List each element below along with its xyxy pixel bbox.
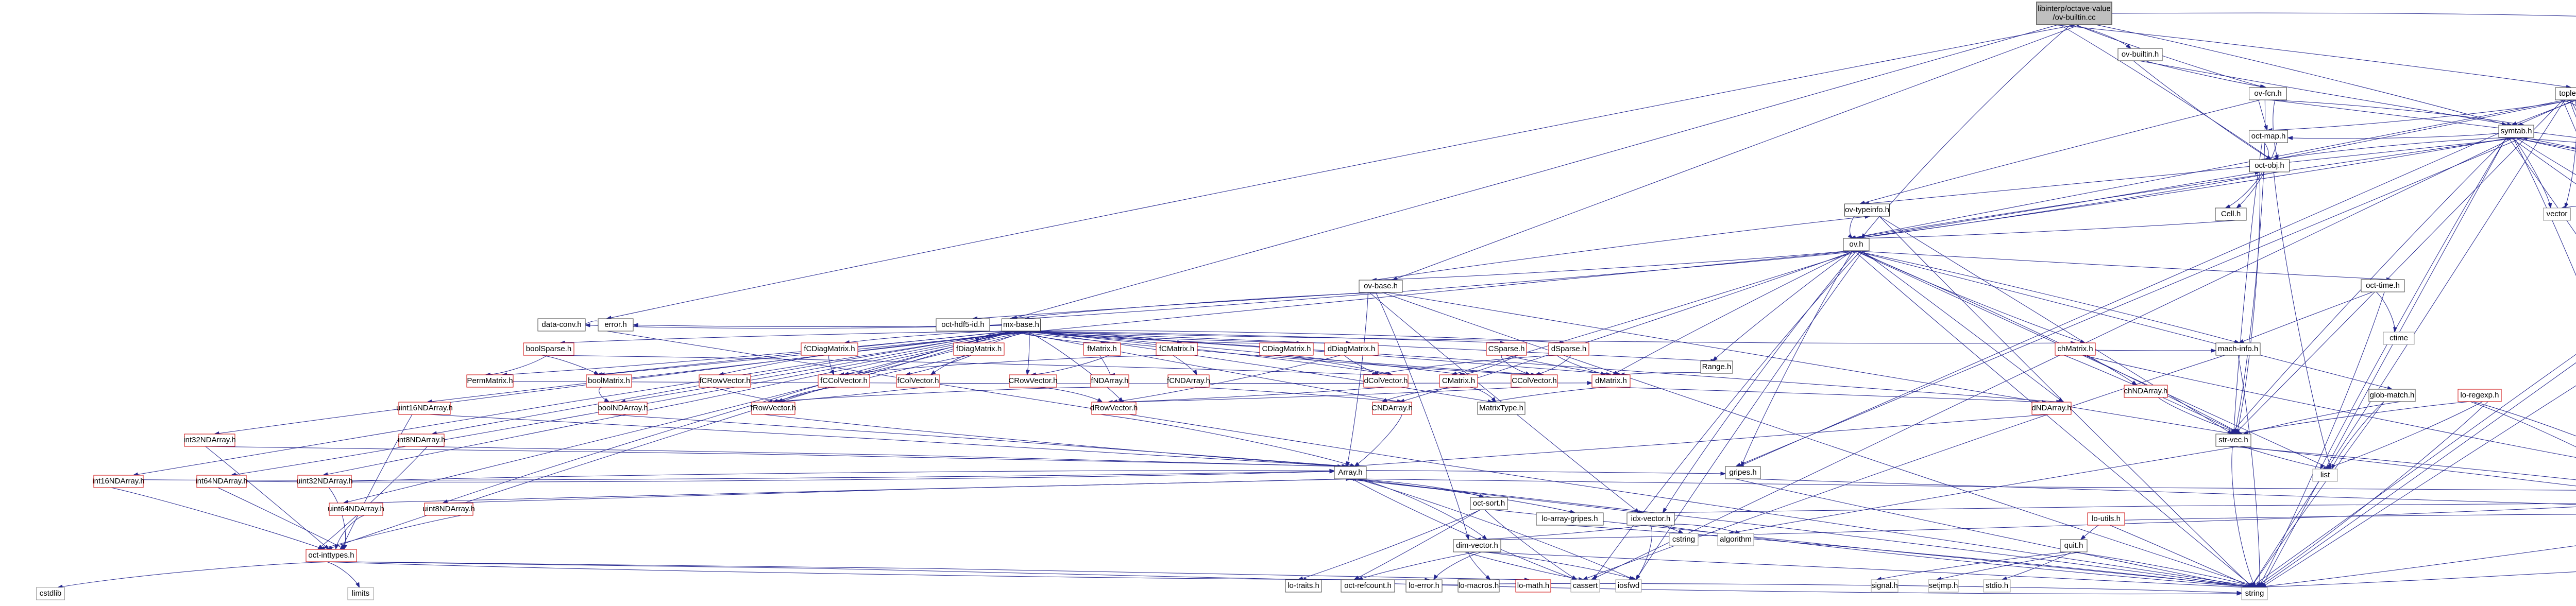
svg-text:cstring: cstring (1672, 535, 1695, 544)
svg-text:dColVector.h: dColVector.h (1364, 376, 1408, 385)
svg-text:oct-inttypes.h: oct-inttypes.h (308, 551, 354, 560)
svg-text:uint32NDArray.h: uint32NDArray.h (296, 477, 353, 486)
svg-text:uint64NDArray.h: uint64NDArray.h (328, 505, 384, 513)
svg-text:fCNDArray.h: fCNDArray.h (1167, 376, 1210, 385)
svg-text:/ov-builtin.cc: /ov-builtin.cc (2053, 13, 2096, 22)
svg-text:ov-typeinfo.h: ov-typeinfo.h (1845, 205, 1889, 214)
svg-text:gripes.h: gripes.h (1729, 468, 1756, 477)
svg-text:fNDArray.h: fNDArray.h (1091, 376, 1128, 385)
svg-text:dMatrix.h: dMatrix.h (1595, 376, 1627, 385)
svg-text:signal.h: signal.h (1871, 581, 1898, 590)
svg-text:Range.h: Range.h (1702, 362, 1732, 371)
svg-text:boolSparse.h: boolSparse.h (526, 344, 571, 353)
svg-text:CMatrix.h: CMatrix.h (1442, 376, 1475, 385)
svg-text:iosfwd: iosfwd (1618, 581, 1640, 590)
svg-text:fCColVector.h: fCColVector.h (820, 376, 868, 385)
svg-text:oct-time.h: oct-time.h (2366, 281, 2400, 290)
svg-text:fRowVector.h: fRowVector.h (751, 404, 796, 412)
svg-text:Array.h: Array.h (1338, 468, 1362, 477)
svg-text:str-vec.h: str-vec.h (2218, 436, 2248, 444)
svg-text:toplev.h: toplev.h (2559, 89, 2576, 98)
svg-text:algorithm: algorithm (1720, 535, 1752, 544)
svg-text:MatrixType.h: MatrixType.h (1479, 404, 1523, 412)
svg-text:fCDiagMatrix.h: fCDiagMatrix.h (804, 344, 855, 353)
svg-text:fCMatrix.h: fCMatrix.h (1159, 344, 1194, 353)
svg-text:lo-error.h: lo-error.h (1409, 581, 1439, 590)
svg-text:uint8NDArray.h: uint8NDArray.h (422, 505, 474, 513)
svg-text:dRowVector.h: dRowVector.h (1090, 404, 1138, 412)
svg-text:boolNDArray.h: boolNDArray.h (598, 404, 648, 412)
svg-text:ov-fcn.h: ov-fcn.h (2254, 89, 2281, 98)
svg-text:uint16NDArray.h: uint16NDArray.h (396, 404, 453, 412)
svg-text:int64NDArray.h: int64NDArray.h (195, 477, 247, 486)
svg-text:list: list (2320, 471, 2330, 479)
svg-text:idx-vector.h: idx-vector.h (1631, 514, 1671, 523)
svg-text:symtab.h: symtab.h (2501, 127, 2532, 135)
svg-text:oct-hdf5-id.h: oct-hdf5-id.h (941, 320, 984, 329)
svg-text:CColVector.h: CColVector.h (1512, 376, 1557, 385)
svg-text:cassert: cassert (1573, 581, 1598, 590)
svg-text:ov-builtin.h: ov-builtin.h (2122, 50, 2159, 59)
svg-text:fMatrix.h: fMatrix.h (1087, 344, 1117, 353)
svg-text:oct-obj.h: oct-obj.h (2255, 161, 2284, 170)
svg-text:lo-traits.h: lo-traits.h (1287, 581, 1319, 590)
svg-text:mach-info.h: mach-info.h (2218, 344, 2258, 353)
svg-text:cstdlib: cstdlib (40, 589, 62, 598)
svg-text:chNDArray.h: chNDArray.h (2124, 387, 2168, 395)
svg-text:CSparse.h: CSparse.h (1488, 344, 1525, 353)
svg-text:chMatrix.h: chMatrix.h (2057, 344, 2093, 353)
svg-text:int8NDArray.h: int8NDArray.h (397, 436, 445, 444)
svg-text:fColVector.h: fColVector.h (897, 376, 939, 385)
svg-text:int16NDArray.h: int16NDArray.h (92, 477, 144, 486)
svg-text:string: string (2245, 589, 2264, 598)
svg-text:Cell.h: Cell.h (2221, 210, 2241, 218)
svg-text:data-conv.h: data-conv.h (541, 320, 581, 329)
svg-text:libinterp/octave-value: libinterp/octave-value (2038, 4, 2111, 13)
svg-text:oct-map.h: oct-map.h (2251, 132, 2286, 141)
svg-text:mx-base.h: mx-base.h (1003, 320, 1039, 329)
svg-text:quit.h: quit.h (2064, 541, 2083, 550)
svg-text:dim-vector.h: dim-vector.h (1456, 541, 1498, 550)
svg-text:ov.h: ov.h (1849, 240, 1863, 249)
svg-text:ov-base.h: ov-base.h (1364, 282, 1398, 290)
svg-text:stdio.h: stdio.h (1986, 581, 2008, 590)
svg-text:error.h: error.h (604, 320, 626, 329)
svg-text:boolMatrix.h: boolMatrix.h (588, 376, 630, 385)
svg-text:CNDArray.h: CNDArray.h (1371, 404, 1413, 412)
svg-text:ctime: ctime (2389, 334, 2408, 342)
svg-text:dDiagMatrix.h: dDiagMatrix.h (1328, 344, 1376, 353)
svg-text:vector: vector (2547, 210, 2568, 218)
svg-text:oct-refcount.h: oct-refcount.h (1344, 581, 1392, 590)
svg-text:lo-macros.h: lo-macros.h (1459, 581, 1499, 590)
svg-text:CRowVector.h: CRowVector.h (1008, 376, 1057, 385)
svg-text:oct-sort.h: oct-sort.h (1473, 499, 1505, 508)
svg-text:limits: limits (352, 589, 369, 598)
svg-text:CDiagMatrix.h: CDiagMatrix.h (1262, 344, 1311, 353)
svg-text:fDiagMatrix.h: fDiagMatrix.h (956, 344, 1002, 353)
svg-text:glob-match.h: glob-match.h (2370, 391, 2415, 400)
svg-text:lo-utils.h: lo-utils.h (2092, 514, 2121, 523)
svg-text:dSparse.h: dSparse.h (1551, 344, 1586, 353)
svg-text:lo-regexp.h: lo-regexp.h (2460, 391, 2499, 400)
svg-text:setjmp.h: setjmp.h (1929, 581, 1958, 590)
svg-text:dNDArray.h: dNDArray.h (2031, 404, 2071, 412)
svg-text:lo-array-gripes.h: lo-array-gripes.h (1541, 514, 1598, 523)
svg-text:fCRowVector.h: fCRowVector.h (699, 376, 750, 385)
svg-text:lo-math.h: lo-math.h (1517, 581, 1550, 590)
svg-text:PermMatrix.h: PermMatrix.h (467, 376, 513, 385)
svg-text:int32NDArray.h: int32NDArray.h (183, 436, 235, 444)
